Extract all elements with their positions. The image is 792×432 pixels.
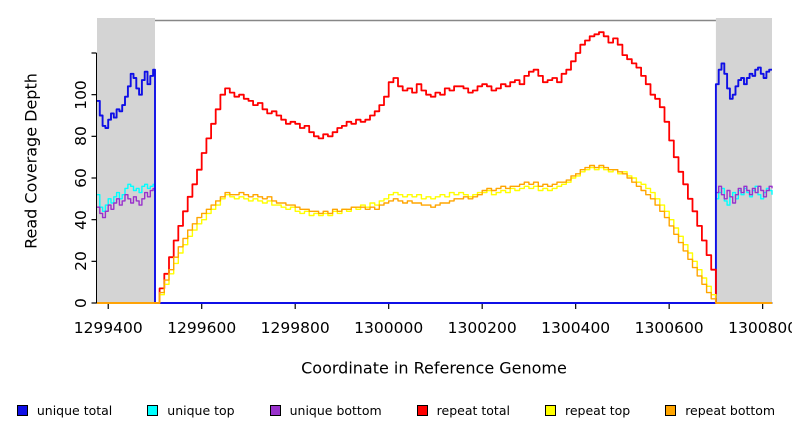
- series-repeat-top: [97, 166, 772, 304]
- legend-item-unique-bottom: unique bottom: [269, 402, 382, 418]
- x-tick-label: 1300200: [447, 319, 517, 337]
- legend-label: repeat bottom: [685, 402, 776, 418]
- x-tick-label: 1299800: [260, 319, 330, 337]
- shaded-region: [97, 18, 155, 303]
- y-tick-label: 100: [72, 79, 90, 110]
- legend-swatch-icon: [416, 404, 428, 416]
- legend-swatch-icon: [16, 404, 28, 416]
- legend-swatch-icon: [269, 404, 281, 416]
- legend-label: unique total: [36, 402, 113, 418]
- legend-item-repeat-top: repeat top: [544, 402, 631, 418]
- legend-item-unique-total: unique total: [16, 402, 113, 418]
- y-tick-label: 20: [72, 251, 90, 272]
- series-unique-total: [97, 62, 772, 304]
- shaded-region: [715, 18, 772, 303]
- legend-swatch-icon: [665, 404, 677, 416]
- x-tick-label: 1300600: [634, 319, 704, 337]
- legend-label: unique top: [167, 402, 235, 418]
- x-tick-label: 1299400: [73, 319, 143, 337]
- legend-item-repeat-bottom: repeat bottom: [665, 403, 775, 418]
- series-unique-bottom: [97, 185, 773, 304]
- legend-item-repeat-total: repeat total: [416, 402, 510, 418]
- x-tick-label: 1300400: [541, 319, 611, 337]
- y-tick-label: 0: [72, 298, 90, 308]
- series-repeat-bottom: [97, 164, 772, 304]
- legend-item-unique-top: unique top: [147, 402, 235, 418]
- x-tick-label: 1300800: [728, 319, 792, 337]
- y-tick-label: 80: [72, 126, 90, 147]
- y-axis-title: Read Coverage Depth: [21, 73, 41, 249]
- y-tick-label: 60: [72, 168, 90, 188]
- y-tick-label: 40: [72, 209, 90, 230]
- x-tick-label: 1299600: [167, 319, 237, 337]
- x-tick-label: 1300000: [354, 319, 424, 337]
- legend-label: repeat total: [436, 402, 510, 418]
- series-unique-top: [97, 183, 773, 304]
- legend-label: repeat top: [564, 402, 631, 418]
- legend-swatch-icon: [147, 404, 159, 416]
- x-axis-title: Coordinate in Reference Genome: [301, 358, 567, 378]
- legend-label: unique bottom: [289, 402, 382, 418]
- legend-swatch-icon: [544, 404, 556, 416]
- legend: unique total unique top unique bottom repea…: [0, 401, 792, 419]
- series-repeat-total: [97, 31, 772, 304]
